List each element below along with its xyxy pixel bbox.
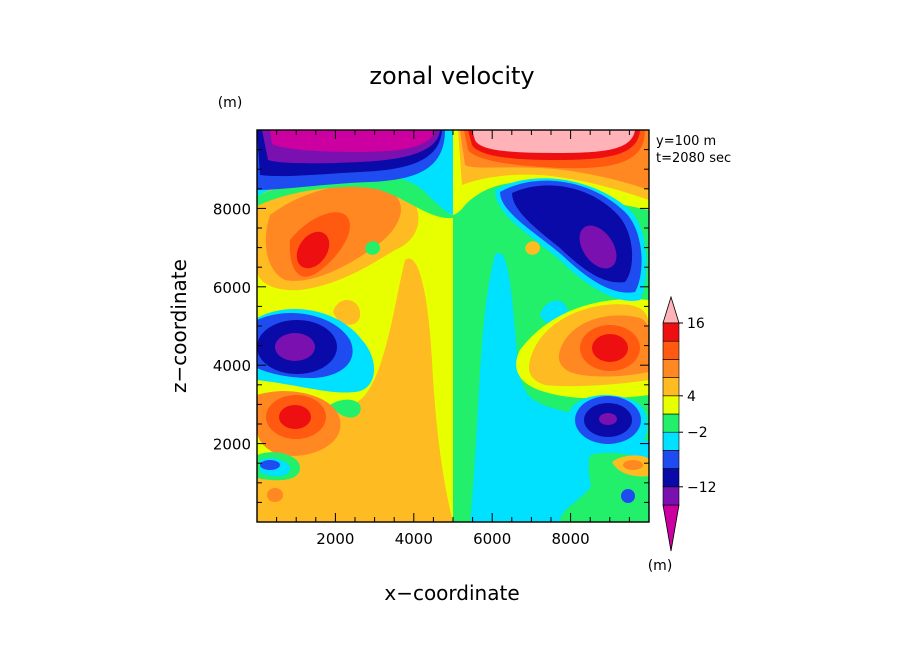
contour-region (275, 333, 315, 361)
y-tick-label: 4000 (213, 357, 251, 375)
y-axis: 2000 4000 6000 8000 (213, 149, 649, 503)
annotation-t: t=2080 sec (656, 151, 731, 166)
x-axis: 2000 4000 6000 8000 (276, 130, 630, 548)
y-tick-label: 6000 (213, 279, 251, 297)
colorbar-swatch (662, 468, 680, 488)
colorbar-cap-bottom (662, 504, 680, 552)
colorbar-swatch (662, 450, 680, 469)
colorbar-tick-label: 4 (687, 389, 696, 405)
colorbar-swatch (662, 413, 680, 433)
y-unit-label: (m) (218, 95, 243, 111)
y-tick-label: 8000 (213, 200, 251, 218)
colorbar-swatch (662, 377, 680, 397)
annotation-y: y=100 m (656, 134, 716, 149)
contour-region (592, 334, 628, 362)
contour-region (267, 488, 283, 502)
colorbar-cap-top (662, 295, 680, 324)
contour-region (330, 399, 361, 418)
x-tick-label: 8000 (552, 530, 590, 548)
contour-region (579, 225, 617, 269)
chart-title: zonal velocity (369, 62, 534, 90)
colorbar-tick-label: −2 (687, 425, 708, 441)
contour-region (257, 258, 453, 522)
contour-region (279, 405, 311, 429)
contour-region (365, 241, 380, 255)
contour-region (296, 231, 330, 269)
x-tick-label: 4000 (395, 530, 433, 548)
contour-region (260, 460, 280, 470)
x-tick-label: 6000 (473, 530, 511, 548)
colorbar-swatch (662, 431, 680, 451)
y-tick-label: 2000 (213, 436, 251, 454)
contour-region (270, 130, 435, 152)
contour-region (623, 460, 643, 470)
x-axis-label: x−coordinate (384, 581, 519, 605)
colorbar: 16 4 −2 −12 (662, 295, 717, 552)
colorbar-swatch (662, 486, 680, 506)
contour-region (599, 413, 617, 425)
colorbar-swatch (662, 395, 680, 415)
colorbar-tick-label: 16 (687, 316, 705, 332)
contour-region (525, 241, 540, 255)
colorbar-swatch (662, 340, 680, 360)
x-tick-label: 2000 (316, 530, 354, 548)
contour-region (333, 299, 361, 325)
colorbar-swatch (662, 322, 680, 342)
contour-region (621, 489, 635, 503)
contour-region (472, 130, 635, 153)
contour-field (257, 130, 649, 522)
colorbar-unit-label: (m) (648, 558, 673, 574)
colorbar-swatch (662, 359, 680, 378)
y-axis-label: z−coordinate (167, 259, 191, 393)
colorbar-tick-label: −12 (687, 480, 717, 496)
